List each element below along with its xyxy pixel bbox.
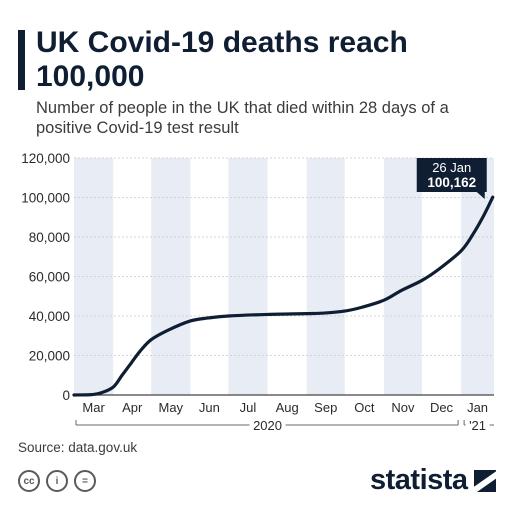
x-tick-label: Jul [240, 400, 257, 415]
brand-logo: statista [370, 464, 496, 497]
source-text: Source: data.gov.uk [18, 440, 138, 455]
brand-icon [473, 469, 496, 492]
x-tick-label: Apr [122, 400, 143, 415]
y-tick-label: 60,000 [29, 270, 70, 285]
y-tick-label: 100,000 [21, 191, 70, 206]
title-accent-bar [18, 30, 25, 90]
nd-icon: = [74, 470, 96, 492]
y-tick-label: 20,000 [29, 349, 70, 364]
x-tick-label: Aug [276, 400, 299, 415]
chart-title: UK Covid-19 deaths reach 100,000 [36, 26, 408, 93]
brand-name: statista [370, 464, 468, 496]
annotation-box [416, 158, 487, 192]
x-tick-label: Oct [354, 400, 375, 415]
y-tick-label: 0 [62, 388, 70, 403]
chart-subtitle: Number of people in the UK that died wit… [36, 99, 449, 137]
y-tick-label: 80,000 [29, 230, 70, 245]
year-label: 2020 [253, 418, 282, 433]
year-label-bg [465, 417, 490, 433]
year-label-bg [249, 417, 286, 433]
year-label: '21 [469, 418, 486, 433]
by-icon: i [46, 470, 68, 492]
x-tick-label: Dec [430, 400, 454, 415]
x-tick-label: Jan [467, 400, 488, 415]
annotation-pointer [476, 192, 485, 199]
x-tick-label: Jun [199, 400, 220, 415]
x-tick-label: May [158, 400, 183, 415]
chart-svg: Mar Apr May Jun Jul Aug Sep Oct Nov Dec Jan 0 20,000… [21, 151, 495, 433]
annotation-date: 26 Jan [432, 160, 471, 175]
series-line [72, 195, 495, 397]
license-icons: cc i = [18, 470, 96, 492]
annotation-value: 100,162 [427, 175, 476, 190]
x-tick-label: Mar [82, 400, 105, 415]
cc-icon: cc [18, 470, 40, 492]
x-tick-label: Nov [391, 400, 415, 415]
x-tick-label: Sep [314, 400, 337, 415]
y-tick-label: 40,000 [29, 309, 70, 324]
y-tick-label: 120,000 [21, 151, 70, 166]
